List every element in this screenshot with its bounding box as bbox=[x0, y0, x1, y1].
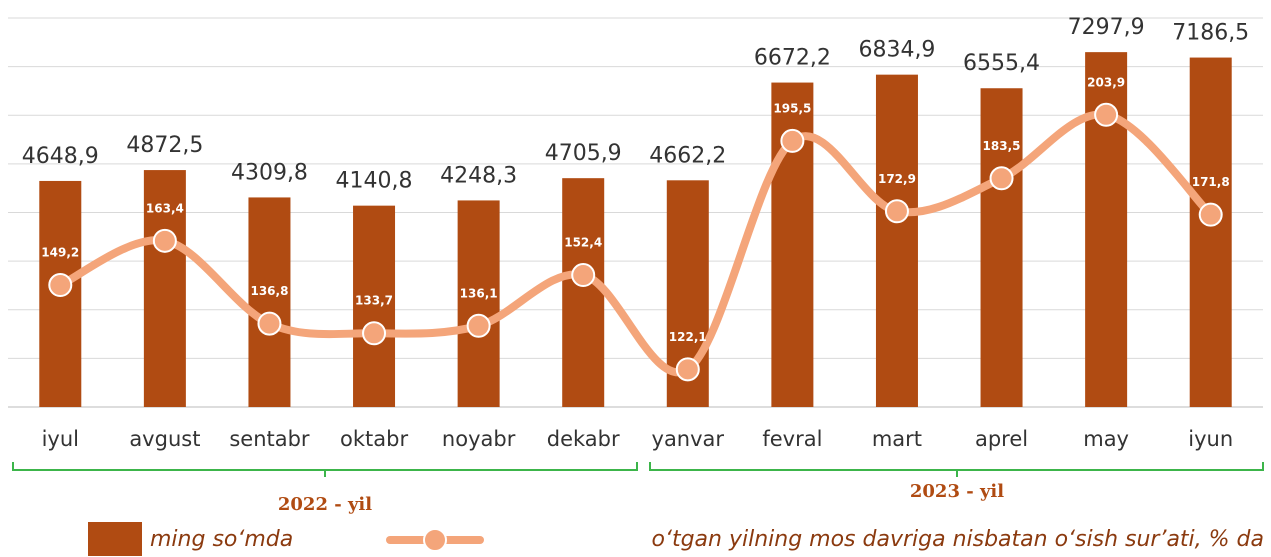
x-tick-label: iyun bbox=[1188, 427, 1233, 451]
bar-value-label: 4872,5 bbox=[126, 133, 203, 158]
x-tick-label: oktabr bbox=[340, 427, 408, 451]
line-marker bbox=[152, 228, 177, 253]
legend-label: ming so‘mda bbox=[150, 527, 293, 552]
line-value-label: 136,1 bbox=[460, 286, 498, 300]
bar-value-label: 4140,8 bbox=[336, 169, 413, 194]
line-marker bbox=[780, 128, 805, 153]
line-value-label: 122,1 bbox=[669, 330, 707, 344]
line-marker bbox=[48, 273, 73, 298]
bar-value-label: 4662,2 bbox=[649, 143, 726, 168]
bar-value-label: 6834,9 bbox=[858, 38, 935, 63]
line-value-label: 149,2 bbox=[41, 246, 79, 260]
line-value-label: 172,9 bbox=[878, 172, 916, 186]
x-tick-label: yanvar bbox=[652, 427, 725, 451]
bar-value-label: 7297,9 bbox=[1068, 15, 1145, 40]
bar bbox=[875, 74, 918, 407]
bar-value-label: 4248,3 bbox=[440, 163, 517, 188]
line-value-label: 136,8 bbox=[250, 284, 288, 298]
x-tick-label: may bbox=[1083, 427, 1129, 451]
line-marker bbox=[675, 357, 700, 382]
line-value-label: 152,4 bbox=[564, 236, 602, 250]
x-tick-label: avgust bbox=[129, 427, 200, 451]
bracket-2023 bbox=[649, 462, 1264, 477]
line-value-label: 163,4 bbox=[146, 201, 184, 215]
bar bbox=[562, 178, 605, 407]
x-tick-label: dekabr bbox=[547, 427, 620, 451]
legend-swatch-marker bbox=[423, 528, 447, 552]
year-brackets bbox=[12, 462, 1264, 477]
line bbox=[56, 110, 1215, 377]
bar bbox=[353, 205, 396, 407]
line-marker bbox=[257, 311, 282, 336]
bar-value-label: 4648,9 bbox=[22, 144, 99, 169]
line-marker bbox=[466, 313, 491, 338]
line-marker bbox=[884, 199, 909, 224]
legend-swatch bbox=[88, 522, 142, 556]
x-tick-label: aprel bbox=[975, 427, 1028, 451]
bar-value-label: 4705,9 bbox=[545, 141, 622, 166]
bar bbox=[1189, 57, 1232, 408]
line-value-label: 203,9 bbox=[1087, 75, 1125, 89]
bar bbox=[248, 197, 291, 407]
x-tick-label: fevral bbox=[762, 427, 822, 451]
line-value-label: 195,5 bbox=[773, 101, 811, 115]
line-marker bbox=[571, 263, 596, 288]
line-marker bbox=[1094, 102, 1119, 127]
x-tick-label: iyul bbox=[42, 427, 79, 451]
bar bbox=[457, 200, 500, 407]
line-value-label: 133,7 bbox=[355, 294, 393, 308]
bar-value-label: 6672,2 bbox=[754, 46, 831, 71]
x-tick-label: noyabr bbox=[442, 427, 516, 451]
line-value-label: 171,8 bbox=[1192, 175, 1230, 189]
group-label: 2022 - yil bbox=[278, 494, 372, 515]
bar-value-label: 4309,8 bbox=[231, 160, 308, 185]
group-label: 2023 - yil bbox=[910, 481, 1004, 502]
line-marker bbox=[1198, 202, 1223, 227]
line-value-label: 183,5 bbox=[983, 139, 1021, 153]
bar bbox=[980, 88, 1023, 407]
line-marker bbox=[362, 321, 387, 346]
line-marker bbox=[989, 166, 1014, 191]
x-tick-label: sentabr bbox=[229, 427, 310, 451]
legend-label: o‘tgan yilning mos davriga nisbatan o‘si… bbox=[652, 527, 1265, 552]
bracket-2022 bbox=[12, 462, 638, 477]
bar-value-label: 7186,5 bbox=[1172, 21, 1249, 46]
bar-value-label: 6555,4 bbox=[963, 51, 1040, 76]
x-tick-label: mart bbox=[872, 427, 922, 451]
bar bbox=[143, 170, 186, 407]
